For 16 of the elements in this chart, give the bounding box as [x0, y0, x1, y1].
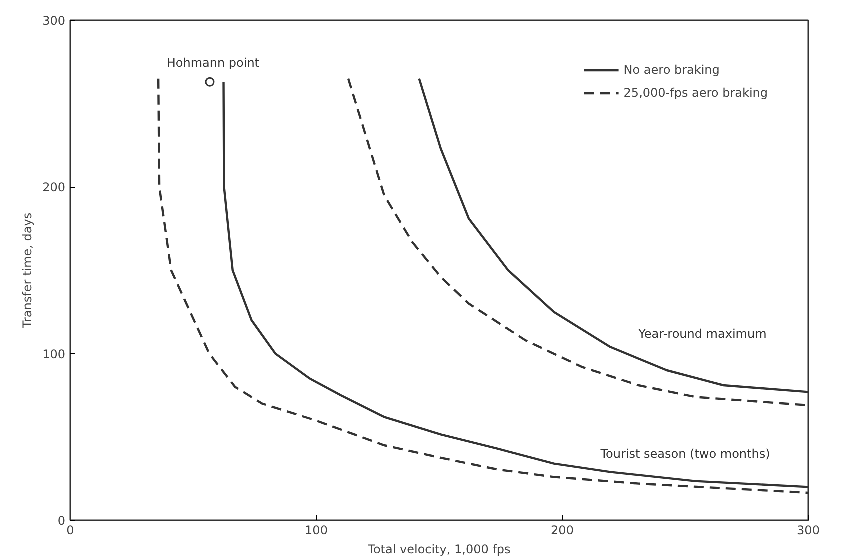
- y-tick-label: 100: [42, 347, 66, 362]
- y-tick-label: 200: [42, 180, 66, 195]
- x-axis-title: Total velocity, 1,000 fps: [367, 542, 511, 556]
- y-axis-title: Transfer time, days: [20, 212, 35, 330]
- annotation: Year-round maximum: [638, 326, 767, 341]
- legend-label: 25,000-fps aero braking: [624, 86, 768, 100]
- annotation: Tourist season (two months): [600, 446, 770, 461]
- line-series: [347, 78, 808, 407]
- y-tick-label: 300: [42, 14, 66, 28]
- y-tick-label: 0: [58, 514, 66, 528]
- x-tick-label: 100: [305, 524, 328, 538]
- legend-label: No aero braking: [624, 63, 720, 77]
- x-tick-label: 300: [797, 524, 820, 538]
- annotation: Hohmann point: [166, 56, 260, 70]
- x-tick-label: 200: [551, 524, 574, 538]
- x-tick-label: 0: [66, 524, 74, 538]
